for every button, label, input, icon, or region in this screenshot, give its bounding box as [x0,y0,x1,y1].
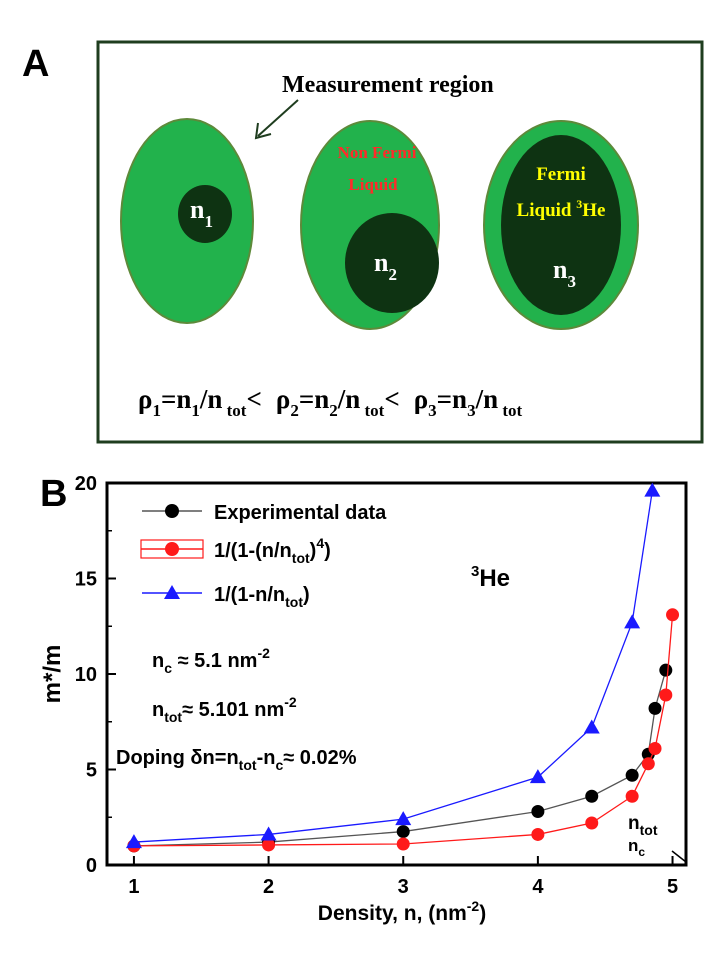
non-fermi-caption-1: Non Fermi [338,143,417,162]
callout-arrow [254,99,299,140]
series-1 [127,608,680,853]
data-point-circle [666,608,680,622]
panel-b-letter: B [40,473,67,515]
legend-experimental: Experimental data [142,502,387,524]
data-point-circle [531,827,545,841]
y-tick-label: 5 [86,760,97,782]
region-circle-3: Fermi Liquid 3He n3 [483,120,639,330]
density-ratio-equation: ρ1=n1/n tot< ρ2=n2/n tot< ρ3=n3/n tot [138,384,523,420]
data-point-triangle [583,719,600,734]
doping-annotation: Doping δn=ntot-nc≈ 0.02% [116,747,357,773]
data-point-circle [659,688,673,702]
data-point-circle [659,663,673,677]
data-point-circle [585,816,599,830]
legend-marker-black-circle [165,504,179,518]
data-point-circle [396,825,410,839]
data-point-circle [648,741,662,755]
corner-ntot-label: ntot [628,813,658,838]
axes: 1 2 3 4 5 0 5 10 15 20 [75,473,678,898]
y-tick-label: 20 [75,473,97,495]
series-layer [125,482,680,853]
y-tick-label: 15 [75,569,97,591]
measurement-region-label: Measurement region [282,72,494,98]
data-point-circle [641,757,655,771]
n1-label: n1 [190,195,213,231]
ntot-annotation: ntot≈ 5.101 nm-2 [152,694,297,725]
data-point-triangle [644,482,661,497]
data-point-triangle [624,614,641,629]
data-point-triangle [260,826,277,841]
panel-a-letter: A [22,43,49,85]
fermi-caption-2: Liquid 3He [517,197,606,221]
data-point-triangle [529,769,546,784]
series-2 [125,482,661,849]
x-tick-label: 5 [667,876,678,898]
region-circle-1: n1 [120,118,254,324]
region-circle-2: Non Fermi Liquid n2 [300,120,440,330]
data-point-circle [531,805,545,819]
legend-label-quartic: 1/(1-(n/ntot)4) [214,535,331,566]
data-point-triangle [395,811,412,826]
n3-label: n3 [553,255,576,291]
corner-pointer [671,850,687,863]
nc-annotation: nc ≈ 5.1 nm-2 [152,645,270,676]
fermi-caption-1: Fermi [536,164,586,185]
n2-label: n2 [374,248,397,284]
data-point-circle [625,789,639,803]
data-point-circle [262,838,276,852]
corner-nc-label: nc [628,836,645,859]
he3-label: 3He [471,563,510,592]
panel-a: A Measurement region n1 Non Fermi Liquid… [22,40,704,444]
legend: Experimental data 1/(1-(n/ntot)4) 1/(1-n… [140,502,387,610]
data-point-circle [396,837,410,851]
data-point-circle [648,701,662,715]
legend-label-linear: 1/(1-n/ntot) [214,584,310,610]
legend-marker-blue-triangle [164,585,180,599]
x-tick-label: 3 [398,876,409,898]
x-tick-label: 1 [128,876,139,898]
series-line [133,614,674,847]
legend-linear: 1/(1-n/ntot) [142,584,310,610]
legend-quartic: 1/(1-(n/ntot)4) [140,535,331,566]
legend-marker-red-circle [165,542,179,556]
y-axis-label: m*/m [39,645,66,704]
y-tick-label: 0 [86,855,97,877]
y-tick-label: 10 [75,664,97,686]
non-fermi-caption-2: Liquid [348,175,398,194]
data-point-circle [585,789,599,803]
data-point-triangle [125,834,142,849]
x-tick-label: 2 [263,876,274,898]
x-tick-label: 4 [532,876,544,898]
legend-label-experimental: Experimental data [214,502,387,524]
x-axis-label: Density, n, (nm-2) [318,898,486,925]
data-point-circle [625,768,639,782]
